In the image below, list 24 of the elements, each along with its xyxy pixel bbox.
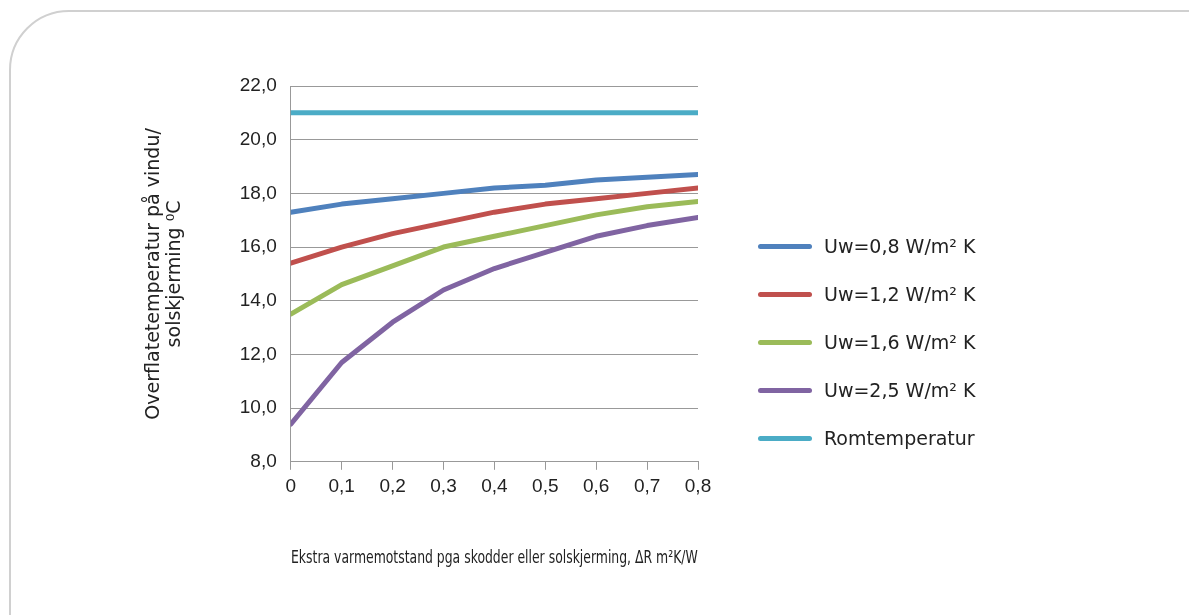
y-axis-title: Overflatetemperatur på vindu/ solskjerming ⁰C [141,127,185,420]
legend-label: Uw=1,2 W/m² K [824,283,976,305]
x-axis-title: Ekstra varmemotstand pga skodder eller solskjerming, ΔR m²K/W [291,547,699,568]
y-tick-label: 20,0 [239,127,277,149]
x-tick-label: 0,2 [379,475,406,497]
legend-label: Uw=1,6 W/m² K [824,331,976,353]
y-tick-label: 18,0 [239,181,277,203]
legend-label: Uw=2,5 W/m² K [824,379,976,401]
y-tick-label: 10,0 [239,396,277,418]
legend-label: Uw=0,8 W/m² K [824,235,976,257]
x-tick-label: 0,4 [481,475,509,497]
x-tick-label: 0,1 [328,475,355,497]
x-tick-label: 0,8 [684,475,712,497]
legend-label: Romtemperatur [824,427,975,449]
y-tick-label: 16,0 [239,235,277,257]
x-tick-label: 0 [285,475,297,497]
x-tick-label: 0,5 [532,475,559,497]
x-tick-label: 0,7 [633,475,661,497]
y-tick-label: 8,0 [250,450,277,472]
x-tick-label: 0,6 [582,475,610,497]
y-tick-label: 22,0 [239,74,277,96]
y-tick-label: 12,0 [239,342,277,364]
y-tick-label: 14,0 [239,288,277,310]
x-tick-label: 0,3 [430,475,457,497]
